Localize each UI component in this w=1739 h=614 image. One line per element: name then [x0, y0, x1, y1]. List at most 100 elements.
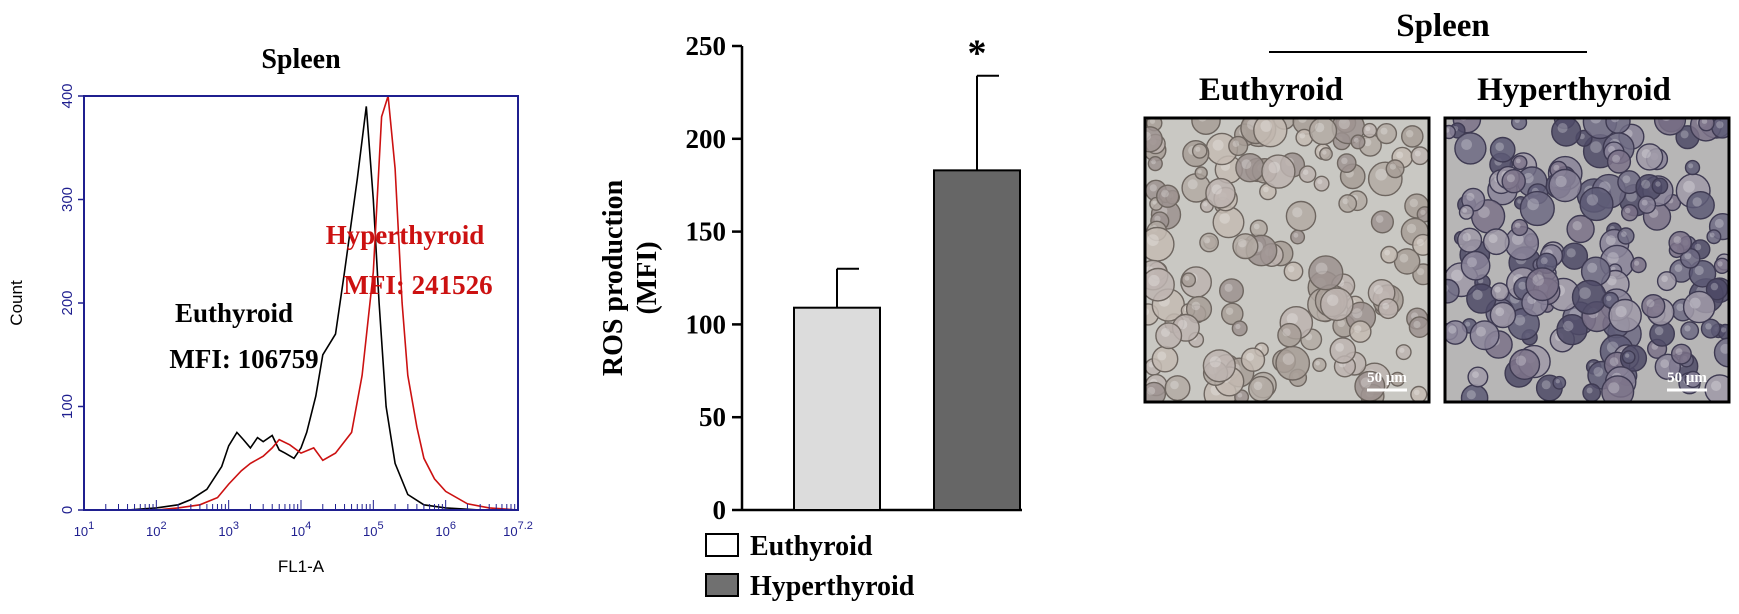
legend-swatch-hyperthyroid: [705, 573, 739, 597]
histogram-line-hyperthyroid: [84, 96, 518, 511]
cell-highlight: [1590, 141, 1602, 153]
cell-highlight: [1495, 307, 1505, 317]
histogram-y-tick-label: 400: [59, 83, 76, 108]
bar-y-tick-label: 0: [713, 495, 727, 525]
cell-highlight: [1609, 357, 1619, 367]
cell-highlight: [1341, 157, 1348, 164]
cell-highlight: [1382, 302, 1390, 310]
histogram-x-tick-label: 102: [146, 520, 167, 539]
cell: [1525, 267, 1560, 302]
micrograph-label-hyperthyroid: Hyperthyroid: [1477, 72, 1671, 108]
cell-highlight: [1673, 236, 1682, 244]
cell-highlight: [1684, 252, 1692, 260]
cell-highlight: [1517, 199, 1522, 204]
cell: [1684, 370, 1702, 389]
cell: [1490, 282, 1510, 302]
cell-highlight: [1414, 389, 1420, 396]
cell-highlight: [1406, 223, 1417, 234]
bar-hyperthyroid: [933, 169, 1021, 512]
histogram-x-tick-label: 107.2: [503, 520, 533, 539]
cell: [1156, 184, 1180, 208]
cell-highlight: [1624, 207, 1631, 214]
cell: [1552, 375, 1567, 390]
cell: [1606, 149, 1632, 174]
cell: [1608, 298, 1642, 333]
cell-highlight: [1527, 198, 1539, 211]
cell: [1571, 279, 1607, 315]
cell-highlight: [1375, 215, 1384, 223]
cell: [1147, 155, 1163, 172]
cell-highlight: [1701, 118, 1708, 124]
cell-highlight: [1389, 163, 1396, 170]
cell-highlight: [1461, 139, 1472, 150]
cell-highlight: [1612, 154, 1621, 163]
histogram-plot-area: [84, 96, 518, 511]
cell-highlight: [1317, 179, 1323, 185]
cell: [1508, 348, 1541, 380]
bar-y-tick-label: 200: [686, 124, 727, 154]
cell-highlight: [1393, 375, 1399, 380]
cell-highlight: [1462, 233, 1471, 242]
cell-highlight: [1209, 356, 1221, 368]
legend-label-euthyroid: Euthyroid: [750, 531, 873, 562]
cell-highlight: [1399, 253, 1409, 263]
cell: [1454, 132, 1487, 165]
cell-highlight: [1476, 326, 1486, 337]
cell-highlight: [1219, 213, 1230, 224]
cell-highlight: [1621, 231, 1627, 237]
cell: [1582, 383, 1602, 402]
cell-highlight: [1566, 248, 1576, 258]
cell-highlight: [1360, 377, 1372, 388]
scale-bar-label-hyperthyroid: 50 μm: [1667, 370, 1707, 386]
legend-label-hyperthyroid: Hyperthyroid: [750, 571, 915, 602]
cell: [1199, 232, 1219, 253]
cell-highlight: [1148, 274, 1160, 287]
scale-bar-label-euthyroid: 50 μm: [1367, 370, 1407, 386]
hyperthyroid-label: Hyperthyroid: [326, 220, 485, 250]
cell: [1458, 204, 1475, 220]
bar-chart: 0 50 100 150 200 250 * ROS production (MFI) E…: [598, 31, 1022, 602]
cell-highlight: [1187, 179, 1198, 190]
cell-highlight: [1373, 285, 1383, 295]
cell: [1651, 177, 1669, 195]
cell-highlight: [1714, 218, 1724, 228]
cell-highlight: [1315, 360, 1320, 366]
cell: [1202, 349, 1236, 383]
cell: [1283, 261, 1304, 282]
cell-highlight: [1694, 243, 1702, 251]
cell: [1145, 381, 1167, 402]
histogram-x-tick-label: 105: [363, 520, 384, 539]
cell: [1348, 320, 1372, 343]
cell: [1579, 186, 1614, 222]
cell-highlight: [1721, 327, 1727, 333]
cell-highlight: [1465, 321, 1471, 327]
cell-highlight: [1203, 202, 1208, 207]
cell: [1191, 143, 1208, 159]
cell: [1253, 118, 1288, 148]
cell-highlight: [1224, 283, 1233, 292]
cell-highlight: [1608, 382, 1620, 394]
hyperthyroid-cells: [1445, 118, 1729, 402]
cell-highlight: [1717, 261, 1723, 267]
cell-highlight: [1263, 186, 1269, 193]
cell: [1380, 245, 1399, 264]
cell: [1375, 123, 1398, 145]
cell-highlight: [1353, 137, 1359, 143]
histogram-y-tick-label: 200: [59, 290, 76, 315]
cell-highlight: [1710, 282, 1719, 291]
histogram-y-ticks: 0 100 200 300 400: [59, 83, 84, 514]
cell: [1519, 190, 1555, 227]
cell-highlight: [1315, 262, 1328, 275]
cell-highlight: [1335, 343, 1344, 352]
cell: [1377, 298, 1399, 320]
cell-highlight: [1523, 172, 1534, 184]
cell-highlight: [1396, 151, 1404, 159]
cell: [1416, 206, 1429, 223]
cell-highlight: [1472, 371, 1479, 378]
cell: [1155, 322, 1183, 350]
cell: [1445, 278, 1460, 304]
cell: [1670, 343, 1692, 365]
cell-highlight: [1572, 221, 1582, 231]
cell-highlight: [1237, 392, 1243, 398]
cell-highlight: [1195, 146, 1201, 152]
